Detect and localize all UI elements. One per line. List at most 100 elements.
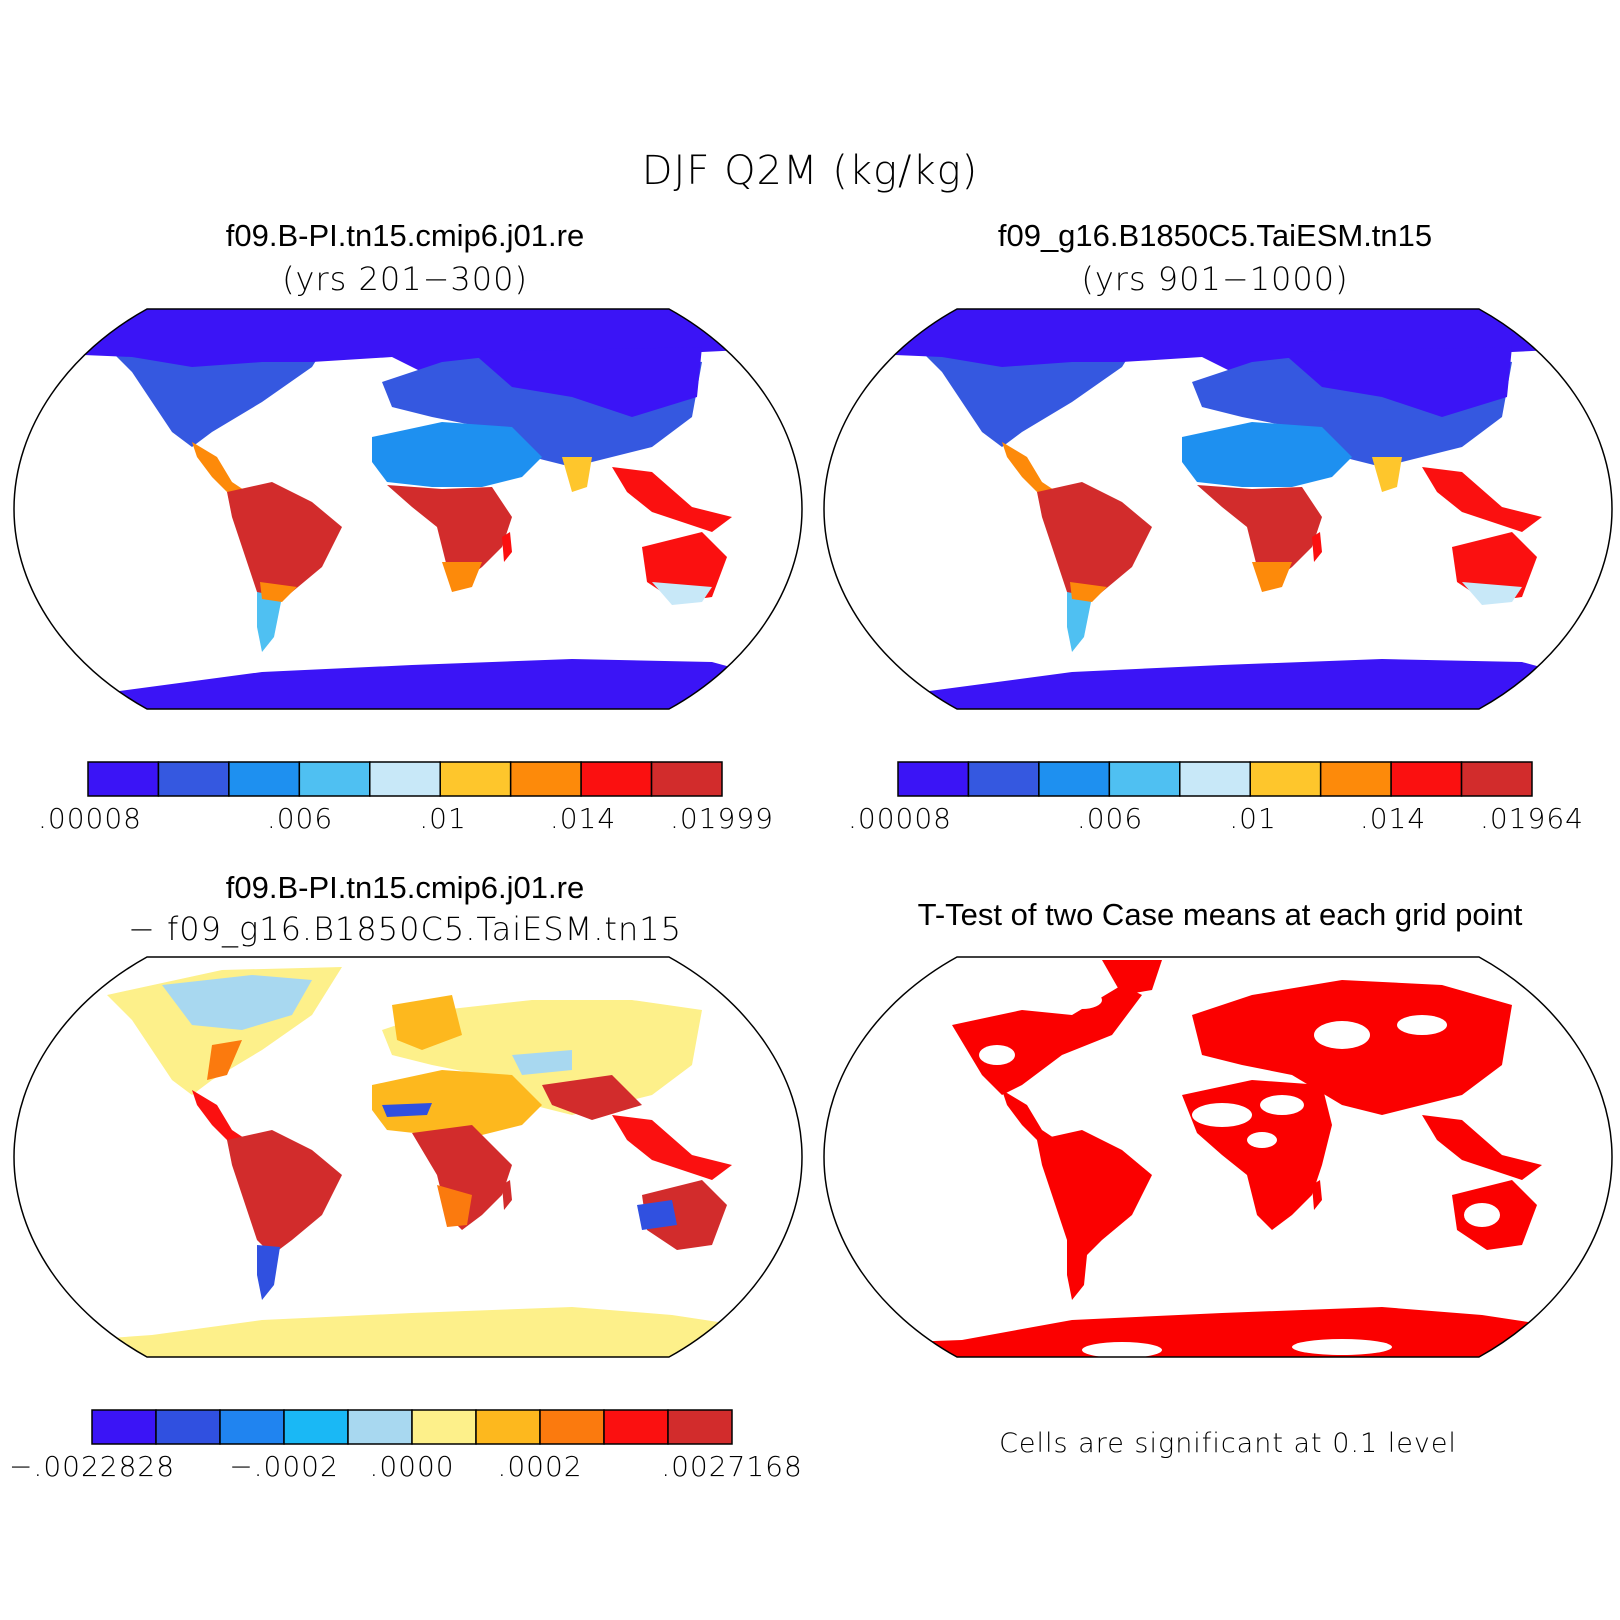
cb2-label-1: .006 xyxy=(1076,802,1144,835)
madagascar xyxy=(502,532,512,562)
africa-south xyxy=(437,1185,472,1227)
cb1-label-2: .01 xyxy=(419,802,467,835)
cb2-swatch-7 xyxy=(1390,761,1463,797)
sahara xyxy=(372,422,542,487)
cb1-label-1: .006 xyxy=(266,802,334,835)
central-asia-neg xyxy=(512,1050,572,1075)
cb1-swatch-6 xyxy=(509,761,582,797)
central-america xyxy=(1002,1090,1057,1145)
cb2-swatch-8 xyxy=(1460,761,1533,797)
ttest-note: Cells are significant at 0.1 level xyxy=(999,1428,1457,1459)
diff-title-line2: − f09_g16.B1850C5.TaiESM.tn15 xyxy=(128,910,682,948)
australia-west-neg xyxy=(637,1200,677,1230)
south-america xyxy=(1037,1130,1152,1300)
cb3-swatch-1 xyxy=(155,1409,221,1445)
ttest-significant-cells xyxy=(824,960,1612,1357)
cb2-swatch-2 xyxy=(1038,761,1111,797)
antarctica xyxy=(14,659,802,709)
cb2-swatch-6 xyxy=(1319,761,1392,797)
cb2-swatch-0 xyxy=(897,761,970,797)
se-asia xyxy=(1422,1115,1542,1180)
map-ttest xyxy=(823,956,1613,1358)
cb3-label-4: .0027168 xyxy=(661,1450,803,1483)
siberia xyxy=(472,347,702,417)
cb1-swatch-4 xyxy=(369,761,441,797)
greenland xyxy=(1102,960,1162,995)
south-africa xyxy=(1252,562,1292,592)
south-america-south xyxy=(257,1245,280,1300)
cb1-label-0: .00008 xyxy=(38,802,142,835)
africa-tropics xyxy=(387,485,512,582)
figure-title: DJF Q2M (kg/kg) xyxy=(641,148,979,194)
central-america xyxy=(192,1090,247,1145)
se-asia xyxy=(612,467,732,532)
cb1-label-4: .01999 xyxy=(670,802,774,835)
case2-title: f09_g16.B1850C5.TaiESM.tn15 xyxy=(997,218,1433,253)
antarctica xyxy=(14,1307,802,1357)
cb3-swatch-9 xyxy=(667,1409,733,1445)
cb3-swatch-2 xyxy=(219,1409,285,1445)
madagascar xyxy=(1312,532,1322,562)
madagascar xyxy=(1312,1180,1322,1210)
cb1-swatch-2 xyxy=(228,761,301,797)
colorbar-case1 xyxy=(87,761,723,797)
australia xyxy=(642,1180,727,1250)
cb2-label-3: .014 xyxy=(1359,802,1427,835)
south-america xyxy=(1037,482,1152,607)
cb3-swatch-7 xyxy=(539,1409,605,1445)
antarctica xyxy=(824,1307,1612,1357)
case2-years: (yrs 901−1000) xyxy=(1081,260,1349,298)
cb3-label-1: −.0002 xyxy=(229,1450,339,1483)
cb1-swatch-0 xyxy=(87,761,160,797)
india xyxy=(562,457,592,492)
case2-continents xyxy=(824,309,1612,709)
ttest-title: T-Test of two Case means at each grid po… xyxy=(917,897,1523,932)
south-america-south xyxy=(257,592,282,652)
se-asia xyxy=(612,1115,732,1180)
cb3-swatch-6 xyxy=(475,1409,541,1445)
case1-title: f09.B-PI.tn15.cmip6.j01.re xyxy=(225,218,585,253)
south-america xyxy=(227,482,342,607)
cb2-swatch-1 xyxy=(967,761,1040,797)
ttest-nonsignificant-gaps xyxy=(979,991,1500,1358)
cb2-swatch-4 xyxy=(1179,761,1251,797)
cb2-label-4: .01964 xyxy=(1480,802,1584,835)
colorbar-diff xyxy=(91,1409,733,1445)
south-africa xyxy=(442,562,482,592)
madagascar xyxy=(502,1180,512,1210)
map-case1 xyxy=(13,308,803,710)
cb2-swatch-3 xyxy=(1108,761,1181,797)
india xyxy=(1372,457,1402,492)
cb1-swatch-1 xyxy=(157,761,230,797)
diff-continents xyxy=(14,967,802,1357)
cb1-swatch-5 xyxy=(439,761,512,797)
cb1-swatch-8 xyxy=(650,761,723,797)
central-america xyxy=(192,442,247,497)
central-america xyxy=(1002,442,1057,497)
map-case2 xyxy=(823,308,1613,710)
cb2-label-0: .00008 xyxy=(848,802,952,835)
north-africa xyxy=(372,1070,542,1135)
antarctica xyxy=(824,659,1612,709)
us-east xyxy=(207,1040,242,1080)
sahara xyxy=(1182,422,1352,487)
cb1-swatch-7 xyxy=(580,761,653,797)
north-america xyxy=(952,985,1142,1095)
cb3-swatch-4 xyxy=(347,1409,413,1445)
colorbar-case2 xyxy=(897,761,1533,797)
europe xyxy=(392,995,462,1050)
south-america-south xyxy=(1067,592,1092,652)
australia-south xyxy=(652,582,712,605)
south-asia xyxy=(542,1075,642,1120)
africa xyxy=(1182,1080,1332,1230)
diff-title-line1: f09.B-PI.tn15.cmip6.j01.re xyxy=(225,870,585,905)
cb3-label-0: −.0022828 xyxy=(8,1450,176,1483)
cb3-swatch-3 xyxy=(283,1409,349,1445)
cb3-label-3: .0002 xyxy=(497,1450,583,1483)
sahel-neg xyxy=(382,1103,432,1117)
africa-tropics xyxy=(1197,485,1322,582)
cb2-label-2: .01 xyxy=(1229,802,1277,835)
case1-years: (yrs 201−300) xyxy=(282,260,528,298)
south-america-mid xyxy=(1070,582,1107,602)
cb1-label-3: .014 xyxy=(549,802,617,835)
